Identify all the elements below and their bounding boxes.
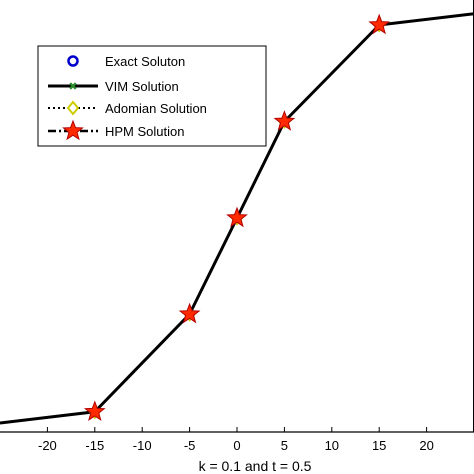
x-tick-label: -5 (184, 438, 196, 453)
legend-entry-label: HPM Solution (105, 124, 184, 139)
legend: Exact Soluton ✖ VIM Solution Adomian Soluti… (37, 45, 267, 147)
x-tick-label: 0 (233, 438, 240, 453)
x-tick-label: -10 (133, 438, 152, 453)
x-tick-label: 20 (419, 438, 433, 453)
legend-entry-label: VIM Solution (105, 79, 179, 94)
hpm-marker (178, 302, 201, 324)
marker-layer (83, 13, 391, 421)
x-tick-label: 15 (372, 438, 386, 453)
x-tick-label: 10 (325, 438, 339, 453)
legend-marker-x: ✖ (68, 81, 77, 93)
legend-marker-circle (67, 55, 79, 67)
legend-marker-star (62, 119, 84, 141)
hpm-marker (83, 400, 106, 421)
x-axis-label: k = 0.1 and t = 0.5 (199, 458, 312, 474)
legend-entry-label: Exact Soluton (105, 54, 185, 69)
x-tick-label: -20 (38, 438, 57, 453)
hpm-marker (226, 206, 248, 228)
legend-entry-label: Adomian Solution (105, 101, 207, 116)
x-tick-label: 5 (281, 438, 288, 453)
legend-marker-diamond (66, 100, 80, 116)
hpm-marker (273, 110, 296, 131)
tick-layer: -20 -15 -10 -5 0 5 10 15 20 (38, 427, 434, 453)
hpm-marker (368, 13, 391, 35)
x-tick-label: -15 (85, 438, 104, 453)
